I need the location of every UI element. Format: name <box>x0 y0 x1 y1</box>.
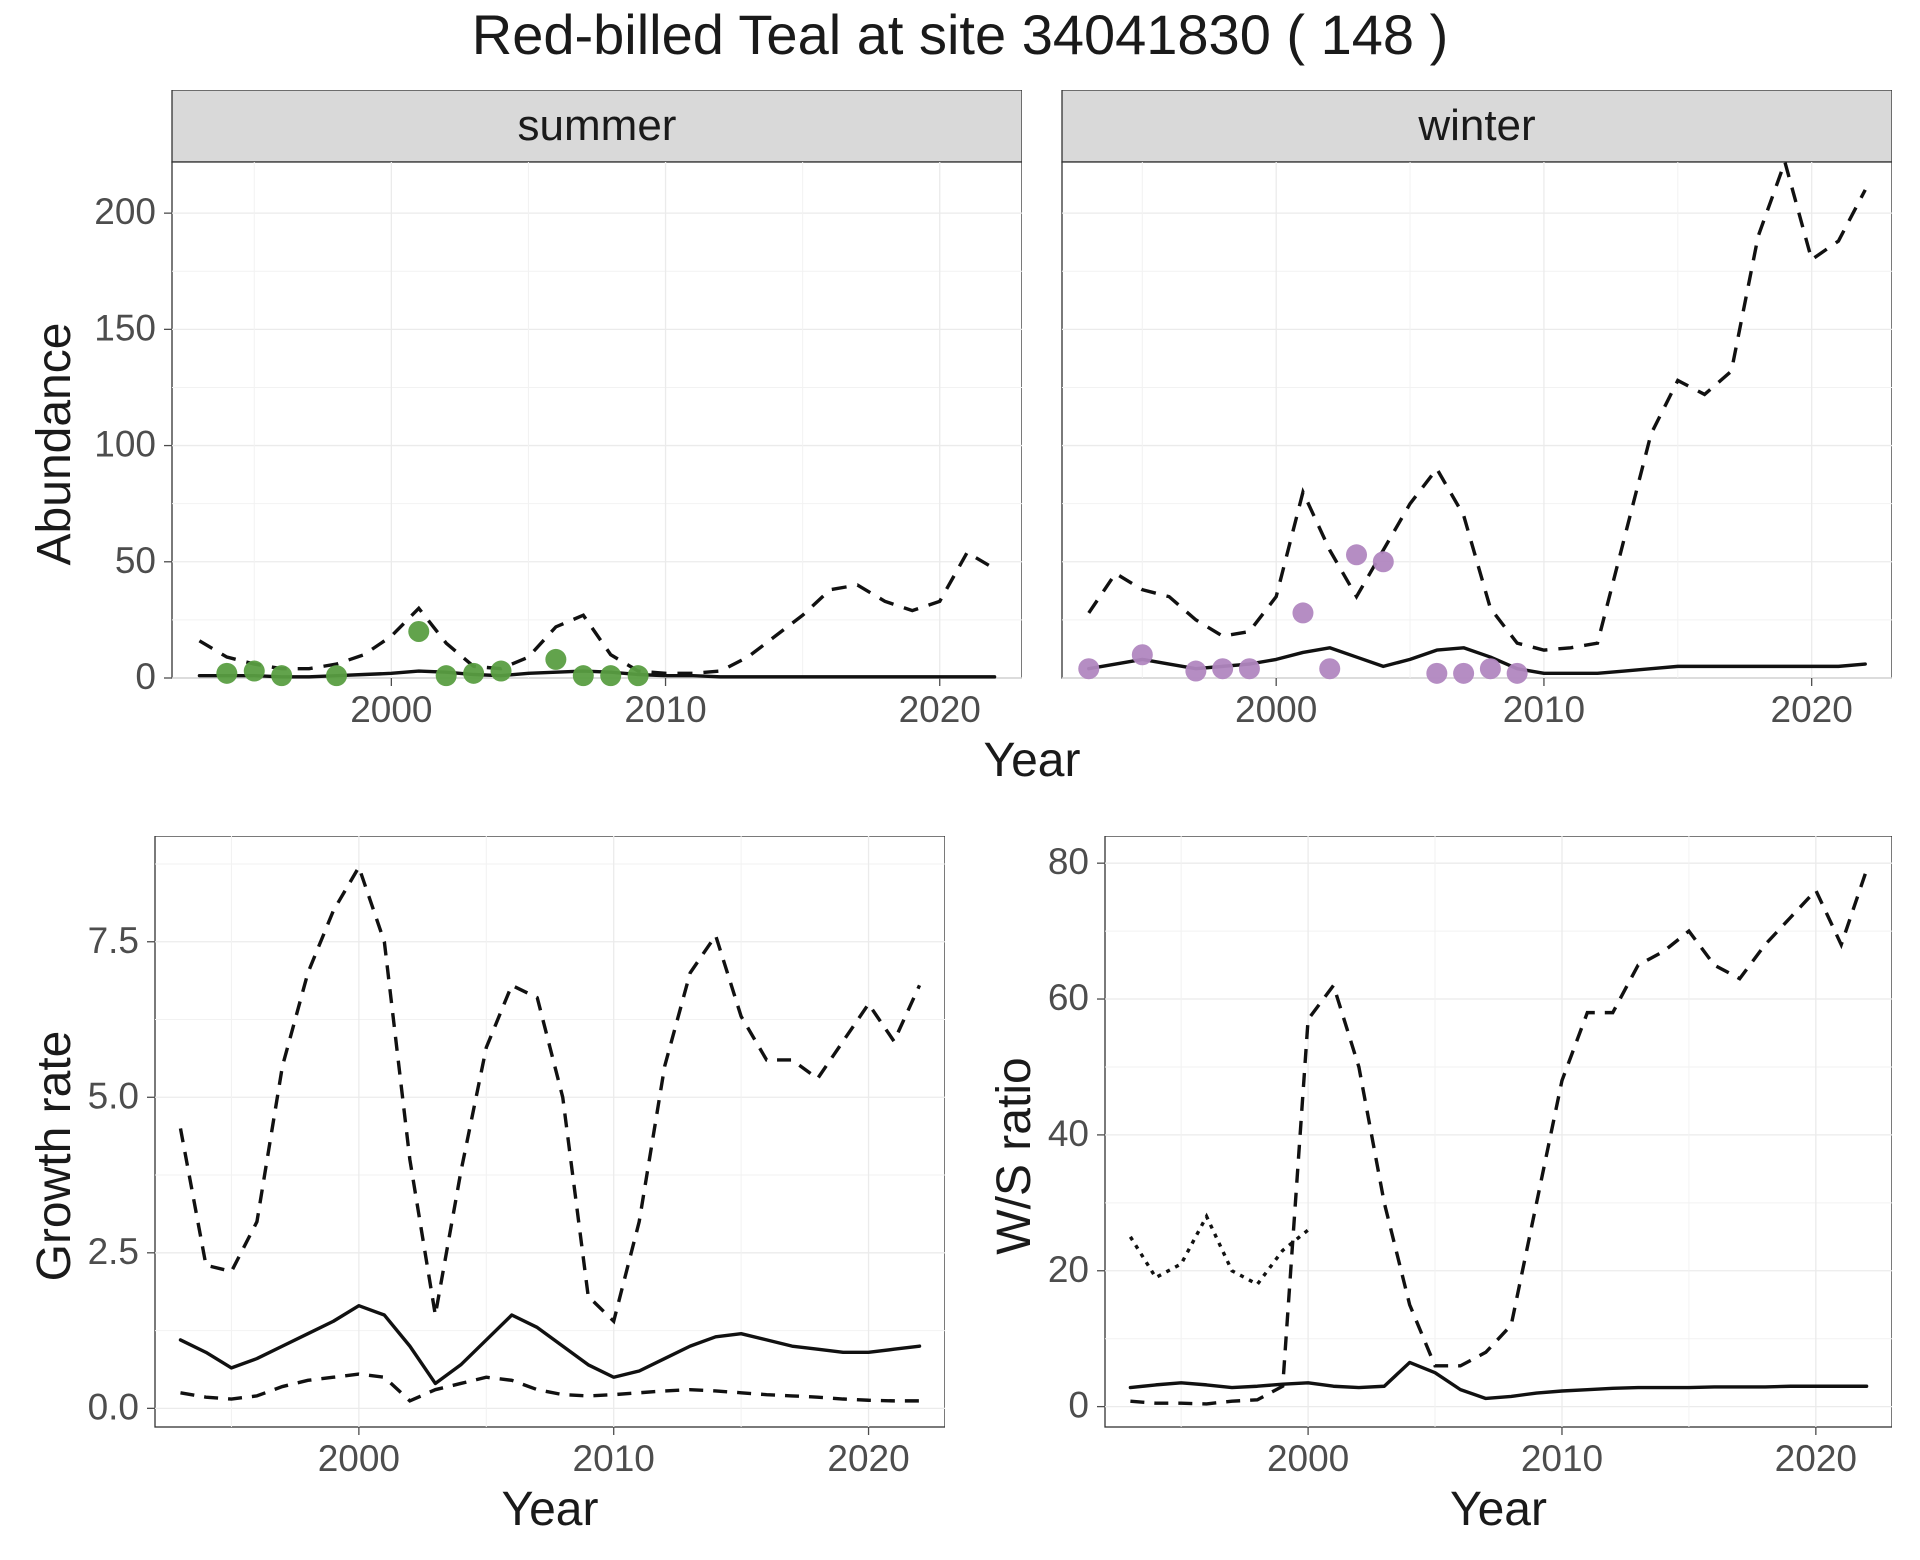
svg-text:100: 100 <box>94 424 156 465</box>
svg-text:winter: winter <box>1417 101 1535 150</box>
svg-text:40: 40 <box>1048 1113 1089 1154</box>
svg-text:0: 0 <box>1068 1385 1089 1426</box>
svg-text:7.5: 7.5 <box>88 920 139 961</box>
svg-text:2010: 2010 <box>1503 689 1585 730</box>
svg-text:2010: 2010 <box>1521 1438 1603 1479</box>
svg-text:0: 0 <box>135 656 156 697</box>
svg-text:20: 20 <box>1048 1249 1089 1290</box>
svg-text:2020: 2020 <box>1775 1438 1857 1479</box>
svg-text:2000: 2000 <box>350 689 432 730</box>
svg-text:2010: 2010 <box>624 689 706 730</box>
svg-text:2020: 2020 <box>1771 689 1853 730</box>
svg-text:summer: summer <box>518 101 677 150</box>
svg-text:2020: 2020 <box>827 1438 909 1479</box>
svg-text:5.0: 5.0 <box>88 1075 139 1116</box>
svg-text:2000: 2000 <box>1235 689 1317 730</box>
svg-text:200: 200 <box>94 191 156 232</box>
svg-text:50: 50 <box>115 540 156 581</box>
svg-text:0.0: 0.0 <box>88 1386 139 1427</box>
svg-text:2000: 2000 <box>1267 1438 1349 1479</box>
svg-text:2010: 2010 <box>573 1438 655 1479</box>
svg-text:150: 150 <box>94 307 156 348</box>
svg-text:60: 60 <box>1048 977 1089 1018</box>
svg-text:2000: 2000 <box>318 1438 400 1479</box>
svg-text:2020: 2020 <box>899 689 981 730</box>
svg-text:80: 80 <box>1048 841 1089 882</box>
svg-text:2.5: 2.5 <box>88 1231 139 1272</box>
